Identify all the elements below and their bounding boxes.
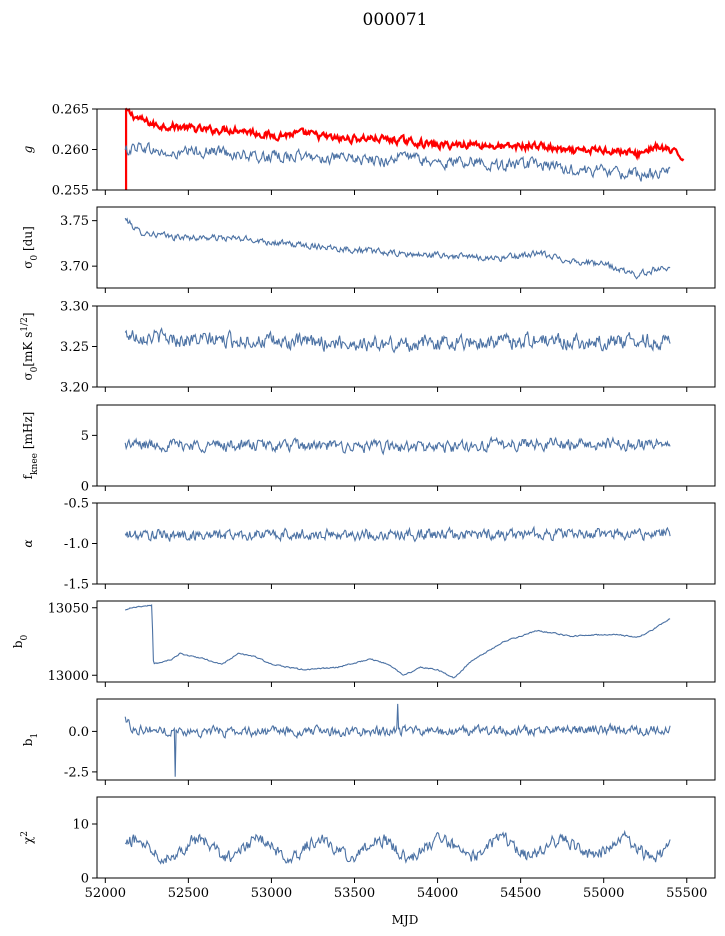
series-line-b1	[124, 703, 671, 777]
x-tick-label: 53000	[251, 886, 292, 901]
y-tick-label-alpha: -1.0	[64, 537, 89, 552]
y-tick-label-sigma0-du: 3.75	[60, 214, 89, 229]
panel-sigma0-du: 3.70 3.75 σ0 [du]	[21, 206, 716, 293]
y-axis-label-alpha: α	[21, 539, 35, 547]
series-line-chi2	[124, 829, 671, 865]
panel-chi2: 0 10 52000 52500 53000 53500 54000 54500 55000 55…	[20, 796, 716, 901]
series-line-sigma0-mk	[124, 327, 671, 354]
axes-frame-alpha	[96, 502, 716, 585]
x-tick-label: 55000	[583, 886, 624, 901]
y-tick-label-g: 0.255	[52, 184, 89, 199]
y-tick-label-b0: 13050	[48, 601, 89, 616]
y-axis-label-g: g	[21, 145, 35, 153]
x-tick-label: 52000	[85, 886, 126, 901]
y-tick-label-alpha: -1.5	[64, 578, 89, 593]
gain-fit-line-g	[124, 107, 685, 162]
series-line-g	[124, 141, 671, 182]
x-tick-label: 53500	[334, 886, 375, 901]
y-tick-label-sigma0-du: 3.70	[60, 260, 89, 275]
panel-alpha: -1.5 -1.0 -0.5 α	[21, 497, 716, 593]
panel-sigma0-mk: 3.20 3.25 3.30 σ0[mK s1/2]	[20, 300, 716, 396]
y-axis-label-b1: b1	[21, 733, 40, 746]
y-tick-label-b1: 0.0	[68, 725, 89, 740]
y-axis-label-b0: b0	[11, 635, 30, 649]
x-tick-label: 55500	[666, 886, 707, 901]
series-line-alpha	[124, 525, 671, 543]
y-tick-label-g: 0.265	[52, 103, 89, 118]
y-tick-label-chi2: 10	[72, 818, 89, 833]
y-tick-label-sigma0-mk: 3.30	[60, 300, 89, 315]
axes-frame-fknee	[96, 404, 716, 487]
x-axis-label: MJD	[392, 913, 419, 927]
panel-b0: 13000 13050 b0	[11, 600, 716, 687]
y-tick-label-b0: 13000	[48, 669, 89, 684]
y-tick-label-b1: -2.5	[64, 765, 89, 780]
panel-fknee: 0 5 fknee [mHz]	[21, 404, 716, 495]
y-tick-label-fknee: 5	[81, 429, 89, 444]
axes-frame-chi2	[96, 796, 716, 879]
y-tick-label-sigma0-mk: 3.20	[60, 381, 89, 396]
axes-frame-b0	[96, 600, 716, 683]
panel-b1: -2.5 0.0 b1	[21, 698, 716, 785]
y-tick-label-fknee: 0	[81, 480, 89, 495]
axes-frame-b1	[96, 698, 716, 781]
y-tick-label-chi2: 0	[81, 872, 89, 887]
series-line-fknee	[124, 435, 671, 456]
y-tick-label-alpha: -0.5	[64, 497, 89, 512]
series-line-sigma0-du	[124, 217, 671, 280]
y-axis-label-chi2: χ2	[20, 831, 35, 844]
y-tick-label-sigma0-mk: 3.25	[60, 340, 89, 355]
axes-frame-sigma0-du	[96, 206, 716, 289]
y-axis-label-sigma0-du: σ0 [du]	[21, 226, 40, 269]
figure-title: 000071	[363, 10, 428, 30]
x-tick-label: 54500	[500, 886, 541, 901]
x-tick-label: 54000	[417, 886, 458, 901]
panel-g: 0.255 0.260 0.265 g	[21, 103, 716, 199]
y-axis-label-fknee: fknee [mHz]	[21, 412, 40, 480]
series-line-b0	[124, 604, 671, 679]
x-tick-label: 52500	[168, 886, 209, 901]
y-axis-label-sigma0-mk: σ0[mK s1/2]	[20, 312, 40, 380]
y-tick-label-g: 0.260	[52, 143, 89, 158]
